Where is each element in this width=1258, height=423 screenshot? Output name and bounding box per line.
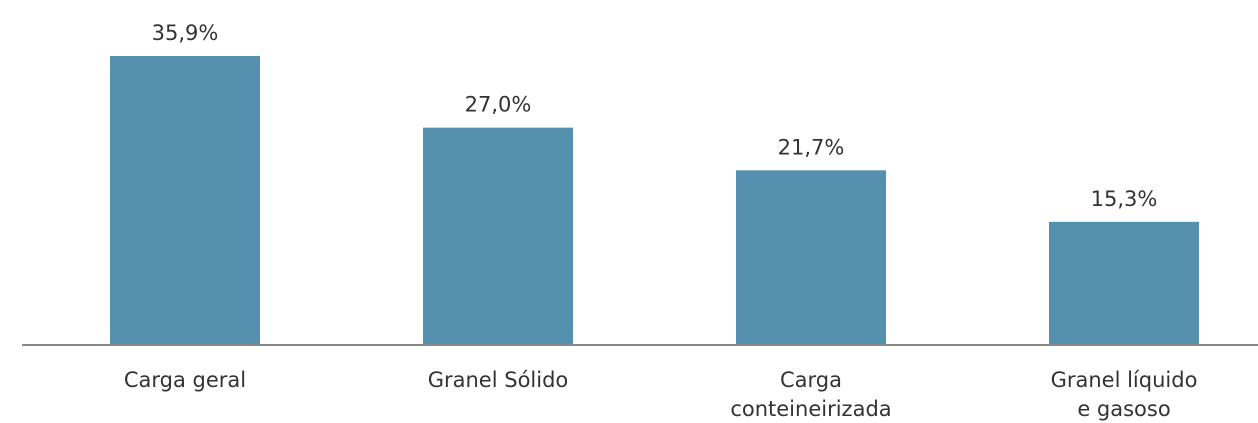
x-tick-label: Carga geral	[123, 368, 247, 392]
value-label: 15,3%	[1091, 187, 1158, 211]
value-label: 27,0%	[465, 93, 532, 117]
bar	[423, 127, 573, 345]
value-label: 35,9%	[152, 21, 219, 45]
value-label: 21,7%	[778, 135, 845, 159]
bar	[110, 56, 260, 345]
x-tick-label: Carga conteineirizada	[730, 368, 892, 421]
x-tick-label: Granel líquido e gasoso	[1050, 368, 1198, 421]
bar	[736, 170, 886, 345]
x-tick-label: Granel Sólido	[427, 368, 569, 392]
bar	[1049, 221, 1199, 345]
